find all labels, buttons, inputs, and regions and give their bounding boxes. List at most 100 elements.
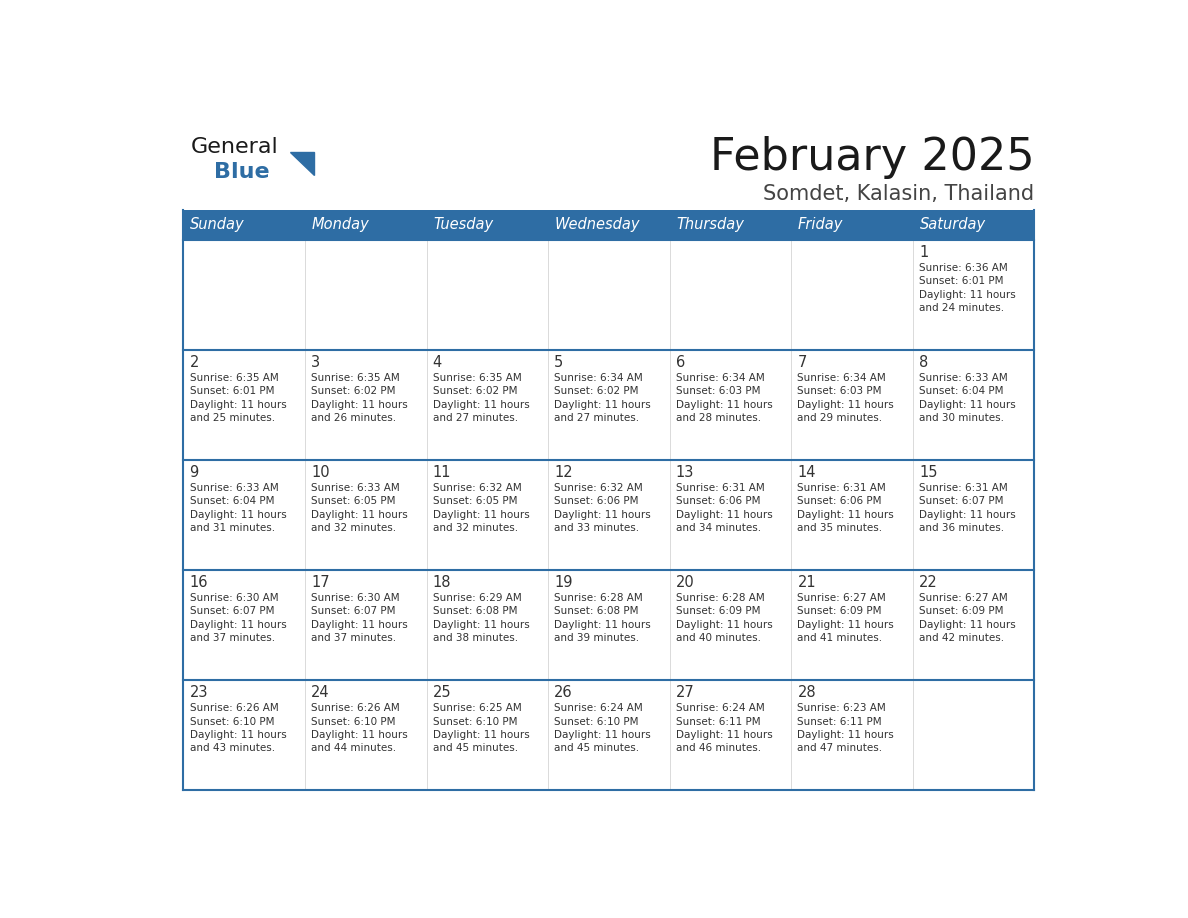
Text: 5: 5 <box>555 355 563 370</box>
Text: Sunset: 6:02 PM: Sunset: 6:02 PM <box>432 386 517 397</box>
Bar <box>791 460 912 570</box>
Text: and 34 minutes.: and 34 minutes. <box>676 523 762 533</box>
Text: Sunset: 6:05 PM: Sunset: 6:05 PM <box>432 497 517 507</box>
Text: Thursday: Thursday <box>676 218 744 232</box>
Text: and 25 minutes.: and 25 minutes. <box>190 413 274 423</box>
Text: Daylight: 11 hours: Daylight: 11 hours <box>797 509 895 520</box>
Text: and 32 minutes.: and 32 minutes. <box>311 523 397 533</box>
Text: Sunset: 6:10 PM: Sunset: 6:10 PM <box>311 717 396 726</box>
Text: Daylight: 11 hours: Daylight: 11 hours <box>311 399 407 409</box>
Text: Daylight: 11 hours: Daylight: 11 hours <box>676 620 772 630</box>
Text: Daylight: 11 hours: Daylight: 11 hours <box>676 509 772 520</box>
Text: 2: 2 <box>190 355 198 370</box>
Text: Sunset: 6:07 PM: Sunset: 6:07 PM <box>920 497 1004 507</box>
Bar <box>426 210 548 240</box>
Polygon shape <box>290 151 314 174</box>
Bar <box>305 460 426 570</box>
Text: Sunrise: 6:24 AM: Sunrise: 6:24 AM <box>555 703 643 713</box>
Bar <box>912 210 1035 240</box>
Text: 9: 9 <box>190 465 198 480</box>
Text: and 43 minutes.: and 43 minutes. <box>190 744 274 754</box>
Text: and 40 minutes.: and 40 minutes. <box>676 633 760 644</box>
Text: Sunrise: 6:30 AM: Sunrise: 6:30 AM <box>190 593 278 603</box>
Bar <box>912 680 1035 790</box>
Text: Sunset: 6:02 PM: Sunset: 6:02 PM <box>555 386 639 397</box>
Text: Somdet, Kalasin, Thailand: Somdet, Kalasin, Thailand <box>763 185 1035 204</box>
Text: Daylight: 11 hours: Daylight: 11 hours <box>190 730 286 740</box>
Text: Daylight: 11 hours: Daylight: 11 hours <box>432 399 530 409</box>
Text: Saturday: Saturday <box>920 218 986 232</box>
Text: Sunset: 6:11 PM: Sunset: 6:11 PM <box>797 717 881 726</box>
Text: and 32 minutes.: and 32 minutes. <box>432 523 518 533</box>
Text: Daylight: 11 hours: Daylight: 11 hours <box>311 509 407 520</box>
Text: Sunset: 6:07 PM: Sunset: 6:07 PM <box>311 607 396 616</box>
Text: 6: 6 <box>676 355 685 370</box>
Text: Sunrise: 6:29 AM: Sunrise: 6:29 AM <box>432 593 522 603</box>
Text: Sunset: 6:07 PM: Sunset: 6:07 PM <box>190 607 274 616</box>
Text: 28: 28 <box>797 686 816 700</box>
Text: and 39 minutes.: and 39 minutes. <box>555 633 639 644</box>
Text: 22: 22 <box>920 576 937 590</box>
Text: Daylight: 11 hours: Daylight: 11 hours <box>555 399 651 409</box>
Text: Sunrise: 6:34 AM: Sunrise: 6:34 AM <box>797 373 886 383</box>
Text: Sunrise: 6:32 AM: Sunrise: 6:32 AM <box>432 483 522 493</box>
Text: 26: 26 <box>555 686 573 700</box>
Text: Sunset: 6:09 PM: Sunset: 6:09 PM <box>797 607 881 616</box>
Text: 21: 21 <box>797 576 816 590</box>
Text: Sunrise: 6:34 AM: Sunrise: 6:34 AM <box>676 373 765 383</box>
Text: Daylight: 11 hours: Daylight: 11 hours <box>676 399 772 409</box>
Bar <box>791 210 912 240</box>
Text: Daylight: 11 hours: Daylight: 11 hours <box>190 620 286 630</box>
Text: Sunset: 6:11 PM: Sunset: 6:11 PM <box>676 717 760 726</box>
Bar <box>305 350 426 460</box>
Text: 18: 18 <box>432 576 451 590</box>
Text: and 30 minutes.: and 30 minutes. <box>920 413 1004 423</box>
Text: Daylight: 11 hours: Daylight: 11 hours <box>555 509 651 520</box>
Text: Sunset: 6:06 PM: Sunset: 6:06 PM <box>676 497 760 507</box>
Text: Sunrise: 6:33 AM: Sunrise: 6:33 AM <box>190 483 278 493</box>
Text: Sunrise: 6:24 AM: Sunrise: 6:24 AM <box>676 703 765 713</box>
Text: 19: 19 <box>555 576 573 590</box>
Text: Sunset: 6:09 PM: Sunset: 6:09 PM <box>676 607 760 616</box>
Text: Sunrise: 6:25 AM: Sunrise: 6:25 AM <box>432 703 522 713</box>
Text: Sunset: 6:04 PM: Sunset: 6:04 PM <box>190 497 274 507</box>
Bar <box>426 680 548 790</box>
Bar <box>670 680 791 790</box>
Text: Daylight: 11 hours: Daylight: 11 hours <box>555 730 651 740</box>
Text: Daylight: 11 hours: Daylight: 11 hours <box>920 399 1016 409</box>
Text: Monday: Monday <box>311 218 369 232</box>
Bar <box>305 240 426 350</box>
Text: and 27 minutes.: and 27 minutes. <box>432 413 518 423</box>
Text: Sunrise: 6:31 AM: Sunrise: 6:31 AM <box>920 483 1007 493</box>
Text: 8: 8 <box>920 355 928 370</box>
Text: 17: 17 <box>311 576 330 590</box>
Bar <box>305 680 426 790</box>
Text: Sunset: 6:03 PM: Sunset: 6:03 PM <box>676 386 760 397</box>
Text: and 27 minutes.: and 27 minutes. <box>555 413 639 423</box>
Bar <box>305 210 426 240</box>
Text: Blue: Blue <box>214 162 270 182</box>
Text: Sunrise: 6:32 AM: Sunrise: 6:32 AM <box>555 483 643 493</box>
Text: and 28 minutes.: and 28 minutes. <box>676 413 762 423</box>
Text: and 41 minutes.: and 41 minutes. <box>797 633 883 644</box>
Bar <box>548 680 670 790</box>
Text: and 26 minutes.: and 26 minutes. <box>311 413 397 423</box>
Text: Daylight: 11 hours: Daylight: 11 hours <box>432 730 530 740</box>
Bar <box>426 350 548 460</box>
Bar <box>183 350 305 460</box>
Text: Daylight: 11 hours: Daylight: 11 hours <box>311 620 407 630</box>
Bar <box>548 350 670 460</box>
Text: February 2025: February 2025 <box>709 136 1035 179</box>
Text: and 31 minutes.: and 31 minutes. <box>190 523 274 533</box>
Text: Sunrise: 6:27 AM: Sunrise: 6:27 AM <box>920 593 1007 603</box>
Text: Sunrise: 6:28 AM: Sunrise: 6:28 AM <box>555 593 643 603</box>
Text: and 29 minutes.: and 29 minutes. <box>797 413 883 423</box>
Text: Sunset: 6:02 PM: Sunset: 6:02 PM <box>311 386 396 397</box>
Bar <box>426 240 548 350</box>
Text: and 46 minutes.: and 46 minutes. <box>676 744 762 754</box>
Text: Friday: Friday <box>798 218 843 232</box>
Bar <box>548 210 670 240</box>
Text: 14: 14 <box>797 465 816 480</box>
Text: 13: 13 <box>676 465 694 480</box>
Text: Sunrise: 6:30 AM: Sunrise: 6:30 AM <box>311 593 400 603</box>
